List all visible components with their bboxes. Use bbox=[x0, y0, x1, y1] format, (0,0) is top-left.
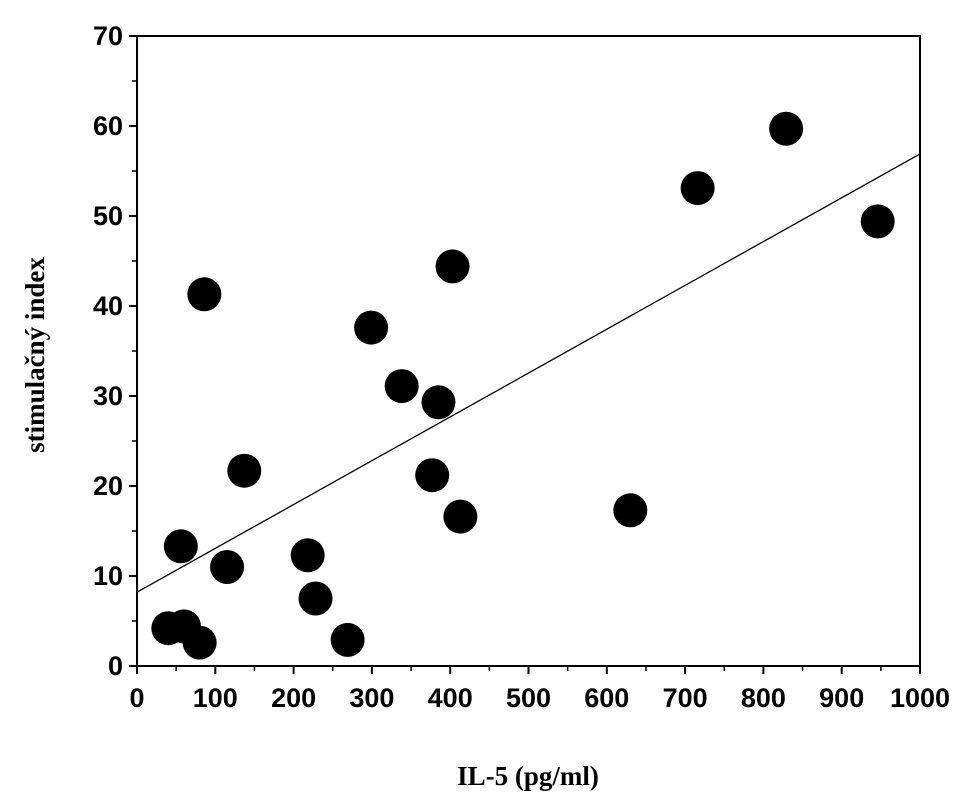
data-point bbox=[421, 385, 456, 420]
x-tick-label: 100 bbox=[193, 683, 238, 713]
y-tick-label: 70 bbox=[93, 21, 123, 51]
data-point bbox=[290, 538, 325, 573]
x-tick-label: 600 bbox=[584, 683, 629, 713]
y-axis-title: stimulačný index bbox=[20, 257, 50, 453]
x-axis-title: IL-5 (pg/ml) bbox=[457, 761, 599, 791]
data-point bbox=[680, 171, 715, 206]
y-tick-label: 20 bbox=[93, 471, 123, 501]
data-point bbox=[227, 453, 262, 488]
x-tick-label: 300 bbox=[349, 683, 394, 713]
x-tick-label: 1000 bbox=[890, 683, 950, 713]
x-tick-label: 400 bbox=[428, 683, 473, 713]
y-tick-label: 40 bbox=[93, 291, 123, 321]
data-point bbox=[330, 622, 365, 657]
data-point bbox=[163, 529, 198, 564]
x-tick-label: 0 bbox=[129, 683, 144, 713]
data-point bbox=[769, 111, 804, 146]
data-point bbox=[210, 550, 245, 584]
data-point bbox=[384, 369, 419, 404]
data-point bbox=[354, 310, 389, 345]
y-tick-label: 30 bbox=[93, 381, 123, 411]
x-tick-label: 800 bbox=[741, 683, 786, 713]
data-point bbox=[187, 277, 222, 312]
y-tick-label: 50 bbox=[93, 201, 123, 231]
x-axis: 0 100 200 300 400 500 600 700 800 900 1000 bbox=[129, 666, 950, 713]
data-point bbox=[443, 499, 478, 534]
regression-line bbox=[136, 153, 921, 593]
data-point bbox=[415, 458, 450, 493]
data-points bbox=[151, 111, 895, 660]
data-point bbox=[613, 493, 648, 528]
data-point bbox=[182, 625, 217, 660]
trendline-group bbox=[136, 153, 921, 593]
x-tick-label: 500 bbox=[506, 683, 551, 713]
y-axis: 0 10 20 30 40 50 60 70 bbox=[93, 21, 137, 681]
data-point bbox=[298, 581, 333, 616]
data-point bbox=[435, 249, 470, 284]
data-point bbox=[860, 204, 895, 239]
y-tick-label: 0 bbox=[108, 651, 123, 681]
x-tick-label: 200 bbox=[271, 683, 316, 713]
x-tick-label: 700 bbox=[663, 683, 708, 713]
x-tick-label: 900 bbox=[819, 683, 864, 713]
y-tick-label: 60 bbox=[93, 111, 123, 141]
y-tick-label: 10 bbox=[93, 561, 123, 591]
